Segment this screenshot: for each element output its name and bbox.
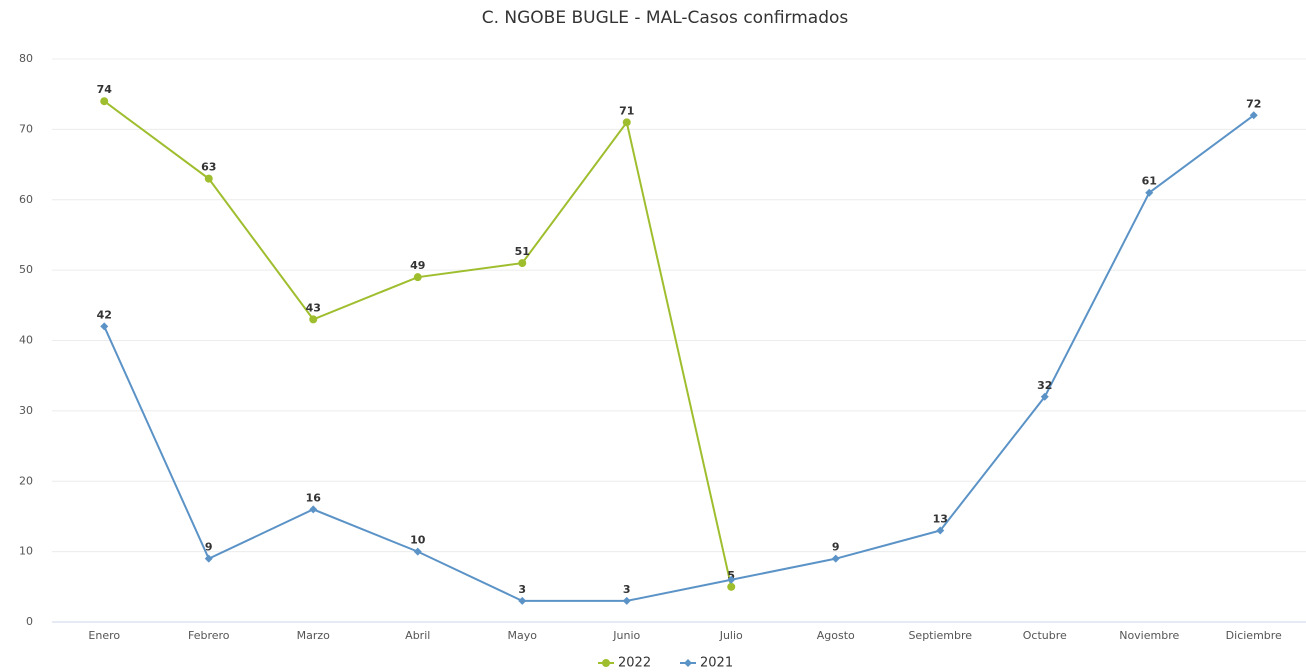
legend-marker: [684, 659, 692, 667]
data-label: 3: [623, 583, 631, 596]
data-point: [413, 547, 422, 556]
data-point: [936, 526, 945, 535]
data-label: 5: [727, 569, 735, 582]
data-label: 3: [518, 583, 526, 596]
data-label: 10: [410, 534, 426, 547]
chart-title: C. NGOBE BUGLE - MAL-Casos confirmados: [482, 8, 849, 28]
legend-label: 2022: [618, 656, 651, 671]
y-tick-label: 50: [19, 263, 33, 276]
data-label: 9: [205, 541, 213, 554]
series-line: [103, 114, 1255, 602]
x-tick-label: Diciembre: [1226, 629, 1282, 642]
data-point: [309, 315, 318, 324]
y-tick-label: 30: [19, 404, 33, 417]
data-point: [622, 118, 631, 127]
x-tick-label: Febrero: [188, 629, 230, 642]
data-label: 63: [201, 161, 216, 174]
data-point: [1040, 392, 1049, 401]
y-tick-label: 80: [19, 52, 33, 65]
data-label: 13: [933, 513, 948, 526]
data-label: 16: [306, 491, 322, 504]
data-label: 51: [515, 245, 530, 258]
x-tick-label: Octubre: [1023, 629, 1067, 642]
data-label: 42: [97, 308, 112, 321]
data-point: [518, 596, 527, 605]
data-point: [204, 174, 213, 183]
x-tick-label: Mayo: [508, 629, 538, 642]
data-label: 32: [1037, 379, 1052, 392]
y-tick-label: 60: [19, 193, 33, 206]
x-tick-label: Julio: [719, 629, 743, 642]
y-tick-label: 70: [19, 122, 33, 135]
data-label: 74: [97, 83, 113, 96]
data-point: [100, 97, 109, 106]
data-label: 43: [306, 301, 321, 314]
data-point: [1145, 188, 1154, 197]
x-tick-label: Marzo: [297, 629, 331, 642]
data-point: [1249, 111, 1258, 120]
data-point: [622, 596, 631, 605]
data-label: 49: [410, 259, 425, 272]
data-point: [309, 505, 318, 514]
data-point: [204, 554, 213, 563]
data-point: [518, 259, 527, 268]
x-tick-label: Junio: [612, 629, 640, 642]
data-point: [413, 273, 422, 282]
legend-label: 2021: [700, 656, 733, 671]
x-tick-label: Agosto: [817, 629, 855, 642]
x-tick-label: Abril: [405, 629, 430, 642]
y-tick-label: 20: [19, 474, 33, 487]
y-tick-label: 40: [19, 334, 33, 347]
data-point: [831, 554, 840, 563]
data-point: [727, 575, 736, 584]
series-line: [103, 100, 733, 588]
data-label: 61: [1142, 175, 1157, 188]
y-tick-label: 10: [19, 545, 33, 558]
data-label: 72: [1246, 97, 1261, 110]
x-tick-label: Enero: [88, 629, 120, 642]
data-point: [100, 322, 109, 331]
legend-marker: [602, 659, 610, 667]
y-tick-label: 0: [26, 615, 33, 628]
data-label: 71: [619, 104, 634, 117]
data-label: 9: [832, 541, 840, 554]
x-tick-label: Septiembre: [908, 629, 972, 642]
x-tick-label: Noviembre: [1119, 629, 1179, 642]
data-point: [727, 582, 736, 591]
